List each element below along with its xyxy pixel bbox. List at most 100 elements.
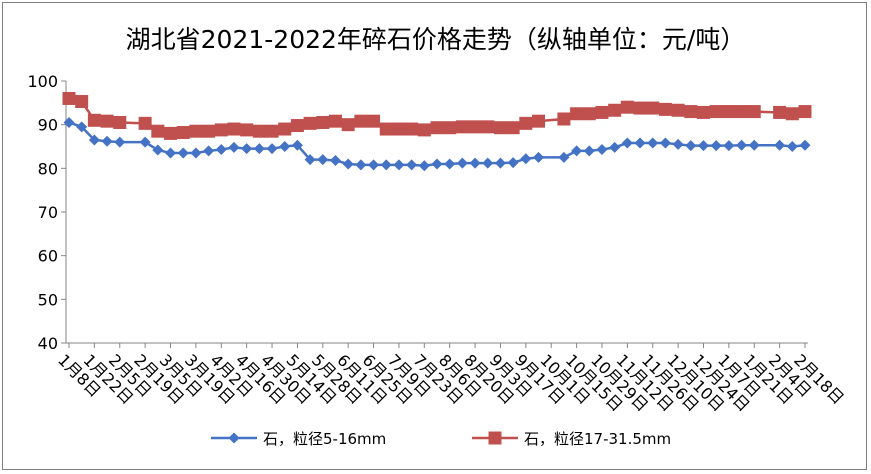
- data-point: [278, 122, 292, 136]
- data-point: [735, 105, 749, 119]
- data-point: [798, 105, 812, 119]
- data-point: [354, 114, 368, 128]
- data-point: [468, 120, 482, 134]
- series-layer: [62, 91, 812, 172]
- data-point: [710, 140, 722, 152]
- data-point: [532, 114, 546, 128]
- data-point: [723, 140, 735, 152]
- data-point: [646, 101, 660, 115]
- data-point: [431, 158, 443, 170]
- data-point: [582, 107, 596, 121]
- data-point: [671, 103, 685, 117]
- data-point: [63, 116, 75, 128]
- data-point: [571, 145, 583, 157]
- data-point: [418, 160, 430, 172]
- data-point: [570, 107, 584, 121]
- data-point: [379, 122, 393, 136]
- data-point: [736, 139, 748, 151]
- data-point: [202, 124, 216, 138]
- data-point: [774, 139, 786, 151]
- data-point: [659, 137, 671, 149]
- x-tick-labels: 1月8日1月22日2月5日2月19日3月5日3月19日4月2日4月16日4月30…: [54, 350, 848, 415]
- data-point: [596, 144, 608, 156]
- data-point: [634, 137, 646, 149]
- data-point: [583, 145, 595, 157]
- data-point: [101, 135, 113, 147]
- data-point: [152, 144, 164, 156]
- data-point: [304, 154, 316, 166]
- data-point: [785, 107, 799, 121]
- data-point: [672, 138, 684, 150]
- data-point: [709, 105, 723, 119]
- data-point: [456, 157, 468, 169]
- data-point: [417, 123, 431, 137]
- data-point: [252, 124, 266, 138]
- data-point: [241, 143, 253, 155]
- data-point: [722, 105, 736, 119]
- data-point: [469, 157, 481, 169]
- data-point: [506, 121, 520, 135]
- data-point: [609, 141, 621, 153]
- y-tick-label: 60: [38, 247, 58, 266]
- data-point: [406, 159, 418, 171]
- axes: [61, 80, 808, 348]
- data-point: [380, 159, 392, 171]
- data-point: [684, 105, 698, 119]
- data-point: [328, 114, 342, 128]
- y-tick-label: 90: [38, 116, 58, 135]
- data-point: [493, 121, 507, 135]
- data-point: [240, 123, 254, 137]
- data-point: [558, 151, 570, 163]
- data-point: [799, 139, 811, 151]
- data-point: [405, 122, 419, 136]
- data-point: [203, 145, 215, 157]
- data-point: [658, 102, 672, 116]
- data-point: [139, 136, 151, 148]
- data-point: [316, 115, 330, 129]
- series-5-16mm: [63, 116, 811, 172]
- data-point: [177, 147, 189, 159]
- data-point: [786, 141, 798, 152]
- data-point: [189, 124, 203, 138]
- data-point: [176, 126, 190, 140]
- data-point: [494, 157, 506, 169]
- y-tick-label: 40: [38, 334, 58, 353]
- data-point: [747, 105, 761, 119]
- data-point: [608, 103, 622, 117]
- data-point: [367, 114, 381, 128]
- legend-swatch-marker: [488, 431, 502, 445]
- legend-swatch-marker: [228, 432, 240, 444]
- data-point: [341, 118, 355, 132]
- data-point: [633, 101, 647, 115]
- legend-item: 石，粒径17-31.5mm: [472, 430, 671, 448]
- data-point: [253, 143, 265, 155]
- data-point: [88, 134, 100, 146]
- data-point: [317, 154, 329, 166]
- data-point: [481, 120, 495, 134]
- data-point: [164, 126, 178, 140]
- data-point: [355, 159, 367, 171]
- data-point: [557, 112, 571, 126]
- data-point: [342, 158, 354, 170]
- data-point: [165, 147, 177, 159]
- data-point: [443, 121, 457, 135]
- series-17-31mm: [62, 91, 812, 140]
- data-point: [265, 124, 279, 138]
- data-point: [444, 158, 456, 170]
- data-point: [100, 114, 114, 128]
- data-point: [291, 139, 303, 151]
- data-point: [228, 141, 240, 153]
- data-point: [114, 136, 126, 148]
- data-point: [455, 120, 469, 134]
- data-point: [290, 119, 304, 133]
- data-point: [696, 105, 710, 119]
- data-point: [507, 157, 519, 169]
- data-point: [647, 137, 659, 149]
- data-point: [151, 124, 165, 138]
- legend-label: 石，粒径17-31.5mm: [524, 430, 671, 448]
- data-point: [214, 123, 228, 137]
- data-point: [329, 154, 341, 166]
- data-point: [430, 121, 444, 135]
